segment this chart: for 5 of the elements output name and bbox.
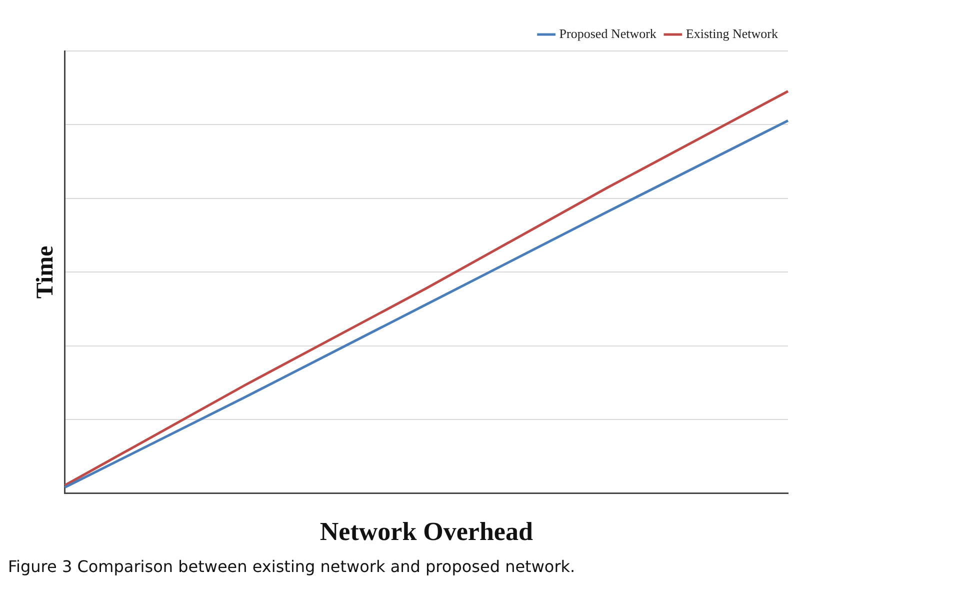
legend-label: Proposed Network [559, 26, 657, 41]
legend-label: Existing Network [686, 26, 778, 41]
y-axis-title: Time [32, 245, 59, 299]
caption: Figure 3 Comparison between existing network and proposed network. [8, 557, 576, 576]
x-axis-title: Network Overhead [320, 517, 534, 546]
